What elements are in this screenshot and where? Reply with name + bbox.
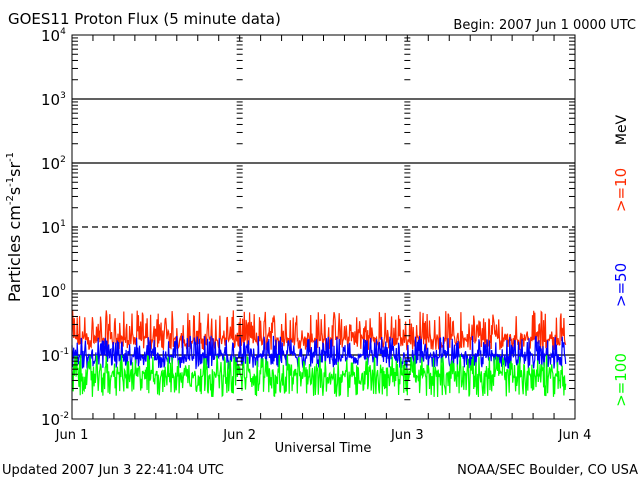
x-tick-label: Jun 4 [558, 428, 592, 443]
series-line-ge10 [71, 310, 567, 351]
y-tick-label: 10-1 [41, 347, 69, 365]
y-tick-label: 100 [41, 283, 66, 301]
series-line-ge50 [71, 335, 567, 370]
legend-ge50: >=50 [612, 263, 630, 307]
y-tick-label: 102 [41, 155, 66, 173]
plot-area [72, 98, 575, 356]
x-axis-label: Universal Time [275, 441, 372, 456]
y-axis-label: Particles cm-2s-1sr-1 [5, 152, 24, 302]
series-group [71, 310, 567, 398]
unit-label-mev: MeV [614, 114, 630, 145]
legend-ge10: >=10 [612, 168, 630, 212]
begin-label: Begin: 2007 Jun 1 0000 UTC [453, 18, 636, 33]
y-tick-label: 101 [41, 219, 66, 237]
y-tick-label: 104 [41, 27, 66, 45]
x-tick-label: Jun 2 [222, 428, 256, 443]
x-tick-label: Jun 3 [390, 428, 424, 443]
y-tick-label: 10-2 [41, 411, 69, 429]
y-tick-label: 103 [41, 91, 66, 109]
source-label: NOAA/SEC Boulder, CO USA [457, 463, 638, 478]
legend-ge100: >=100 [612, 353, 630, 407]
x-tick-label: Jun 1 [55, 428, 89, 443]
updated-timestamp: Updated 2007 Jun 3 22:41:04 UTC [2, 463, 224, 478]
series-line-ge100 [71, 354, 567, 398]
chart-title: GOES11 Proton Flux (5 minute data) [8, 10, 281, 28]
